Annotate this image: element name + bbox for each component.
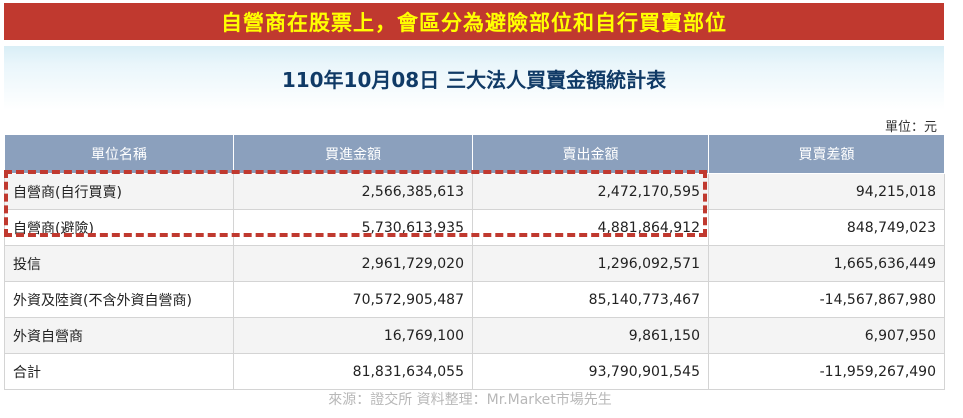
table-header-row: 單位名稱 買進金額 賣出金額 買賣差額	[4, 134, 945, 174]
source-caption: 來源：證交所 資料整理：Mr.Market市場先生	[328, 392, 612, 408]
row-buy: 81,831,634,055	[233, 353, 473, 390]
banner-caption: 自營商在股票上，會區分為避險部位和自行買賣部位	[4, 3, 944, 40]
row-sell: 1,296,092,571	[472, 245, 709, 282]
table-row: 自營商(自行買賣) 2,566,385,613 2,472,170,595 94…	[4, 173, 945, 210]
row-diff: 1,665,636,449	[708, 245, 945, 282]
institutional-trading-table: 單位名稱 買進金額 賣出金額 買賣差額 自營商(自行買賣) 2,566,385,…	[4, 134, 945, 390]
row-buy: 2,961,729,020	[233, 245, 473, 282]
row-sell: 2,472,170,595	[472, 173, 709, 210]
row-buy: 5,730,613,935	[233, 209, 473, 246]
row-sell: 85,140,773,467	[472, 281, 709, 318]
row-diff: -14,567,867,980	[708, 281, 945, 318]
row-name: 外資及陸資(不含外資自營商)	[4, 281, 234, 318]
table-row: 合計 81,831,634,055 93,790,901,545 -11,959…	[4, 353, 945, 390]
header-buy: 買進金額	[233, 134, 473, 174]
header-diff: 買賣差額	[708, 134, 945, 174]
header-name: 單位名稱	[4, 134, 234, 174]
header-sell: 賣出金額	[472, 134, 709, 174]
row-diff: 94,215,018	[708, 173, 945, 210]
row-name: 投信	[4, 245, 234, 282]
table-title: 110年10月08日 三大法人買賣金額統計表	[281, 67, 667, 92]
row-buy: 70,572,905,487	[233, 281, 473, 318]
row-sell: 93,790,901,545	[472, 353, 709, 390]
row-name: 自營商(自行買賣)	[4, 173, 234, 210]
table-title-area: 110年10月08日 三大法人買賣金額統計表	[4, 46, 944, 110]
row-diff: 848,749,023	[708, 209, 945, 246]
table-row: 投信 2,961,729,020 1,296,092,571 1,665,636…	[4, 245, 945, 282]
row-name: 外資自營商	[4, 317, 234, 354]
row-name: 自營商(避險)	[4, 209, 234, 246]
row-buy: 16,769,100	[233, 317, 473, 354]
table-row: 外資及陸資(不含外資自營商) 70,572,905,487 85,140,773…	[4, 281, 945, 318]
table-row: 外資自營商 16,769,100 9,861,150 6,907,950	[4, 317, 945, 354]
row-name: 合計	[4, 353, 234, 390]
unit-label: 單位：元	[884, 120, 937, 135]
row-sell: 4,881,864,912	[472, 209, 709, 246]
row-diff: 6,907,950	[708, 317, 945, 354]
row-buy: 2,566,385,613	[233, 173, 473, 210]
table-row: 自營商(避險) 5,730,613,935 4,881,864,912 848,…	[4, 209, 945, 246]
row-sell: 9,861,150	[472, 317, 709, 354]
row-diff: -11,959,267,490	[708, 353, 945, 390]
